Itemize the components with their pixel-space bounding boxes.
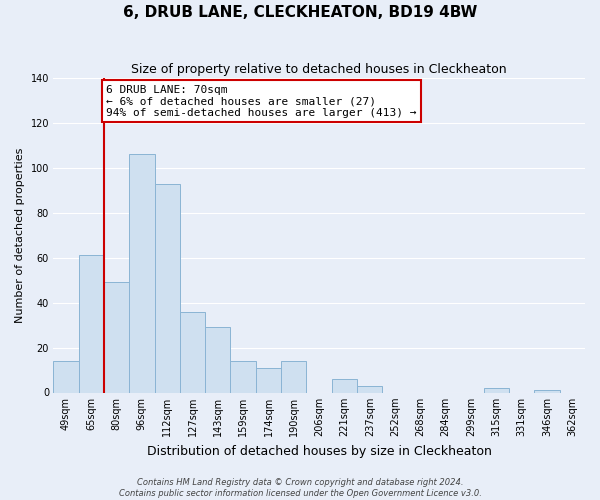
Bar (205, 328, 230, 392)
Bar (484, 388, 509, 392)
Bar (230, 361, 256, 392)
Bar (256, 368, 281, 392)
Text: Contains HM Land Registry data © Crown copyright and database right 2024.
Contai: Contains HM Land Registry data © Crown c… (119, 478, 481, 498)
Bar (155, 184, 180, 392)
Bar (332, 379, 357, 392)
Bar (357, 386, 382, 392)
Bar (129, 154, 155, 392)
Text: 6 DRUB LANE: 70sqm
← 6% of detached houses are smaller (27)
94% of semi-detached: 6 DRUB LANE: 70sqm ← 6% of detached hous… (106, 85, 417, 118)
Title: Size of property relative to detached houses in Cleckheaton: Size of property relative to detached ho… (131, 62, 507, 76)
Text: 6, DRUB LANE, CLECKHEATON, BD19 4BW: 6, DRUB LANE, CLECKHEATON, BD19 4BW (123, 5, 477, 20)
Bar (104, 282, 129, 393)
X-axis label: Distribution of detached houses by size in Cleckheaton: Distribution of detached houses by size … (146, 444, 491, 458)
Bar (79, 256, 104, 392)
Bar (180, 312, 205, 392)
Y-axis label: Number of detached properties: Number of detached properties (15, 148, 25, 323)
Bar (535, 390, 560, 392)
Bar (281, 361, 307, 392)
Bar (53, 361, 79, 392)
